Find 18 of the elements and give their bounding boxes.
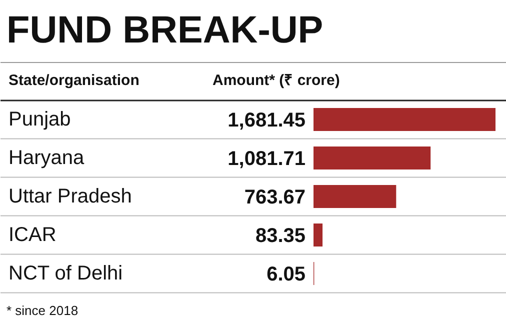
bar bbox=[314, 185, 396, 208]
y-tick-label: Uttar Pradesh bbox=[8, 186, 132, 208]
y-tick-label: Haryana bbox=[8, 147, 85, 169]
bar bbox=[314, 146, 431, 170]
y-tick-label: ICAR bbox=[8, 224, 56, 246]
data-label: 763.67 bbox=[244, 186, 306, 208]
y-tick-label: Punjab bbox=[8, 108, 71, 130]
x-axis-title: Amount* (₹ crore) bbox=[212, 72, 340, 89]
bar bbox=[314, 108, 496, 131]
data-label: 6.05 bbox=[266, 264, 306, 286]
data-label: 83.35 bbox=[255, 225, 306, 247]
text: * since 2018 bbox=[6, 303, 78, 318]
y-axis-title: State/organisation bbox=[8, 72, 140, 89]
data-label: 1,081.71 bbox=[228, 148, 306, 170]
y-tick-label: NCT of Delhi bbox=[8, 262, 123, 284]
data-label: 1,681.45 bbox=[228, 110, 306, 132]
bar bbox=[314, 224, 323, 246]
chart-title: FUND BREAK-UP bbox=[6, 10, 324, 52]
